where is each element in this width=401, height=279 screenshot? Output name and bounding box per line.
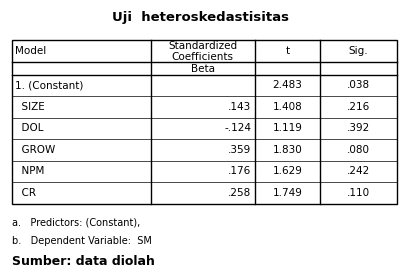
Text: Sig.: Sig. — [349, 47, 368, 56]
Text: SIZE: SIZE — [15, 102, 45, 112]
Text: CR: CR — [15, 188, 36, 198]
Text: .110: .110 — [347, 188, 370, 198]
Text: .258: .258 — [228, 188, 251, 198]
Text: .242: .242 — [347, 167, 370, 176]
Text: 1.749: 1.749 — [272, 188, 302, 198]
Text: 1.830: 1.830 — [272, 145, 302, 155]
Text: a.   Predictors: (Constant),: a. Predictors: (Constant), — [12, 218, 140, 228]
Text: Sumber: data diolah: Sumber: data diolah — [12, 255, 155, 268]
Text: t: t — [285, 47, 290, 56]
Text: Standardized
Coefficients: Standardized Coefficients — [168, 41, 237, 62]
Text: NPM: NPM — [15, 167, 45, 176]
Text: .392: .392 — [347, 123, 370, 133]
Text: 1.629: 1.629 — [272, 167, 302, 176]
Text: 1.408: 1.408 — [272, 102, 302, 112]
Text: GROW: GROW — [15, 145, 55, 155]
Text: .080: .080 — [347, 145, 370, 155]
Text: .038: .038 — [347, 80, 370, 90]
Text: Beta: Beta — [190, 64, 215, 74]
Text: 1. (Constant): 1. (Constant) — [15, 80, 84, 90]
Text: .143: .143 — [228, 102, 251, 112]
Text: 2.483: 2.483 — [272, 80, 302, 90]
Text: b.   Dependent Variable:  SM: b. Dependent Variable: SM — [12, 236, 152, 246]
Text: .216: .216 — [347, 102, 370, 112]
Text: .176: .176 — [228, 167, 251, 176]
Text: 1.119: 1.119 — [272, 123, 302, 133]
Text: .359: .359 — [228, 145, 251, 155]
Text: Model: Model — [15, 47, 47, 56]
Text: DOL: DOL — [15, 123, 44, 133]
Text: -.124: -.124 — [224, 123, 251, 133]
Text: Uji  heteroskedastisitas: Uji heteroskedastisitas — [112, 11, 289, 24]
